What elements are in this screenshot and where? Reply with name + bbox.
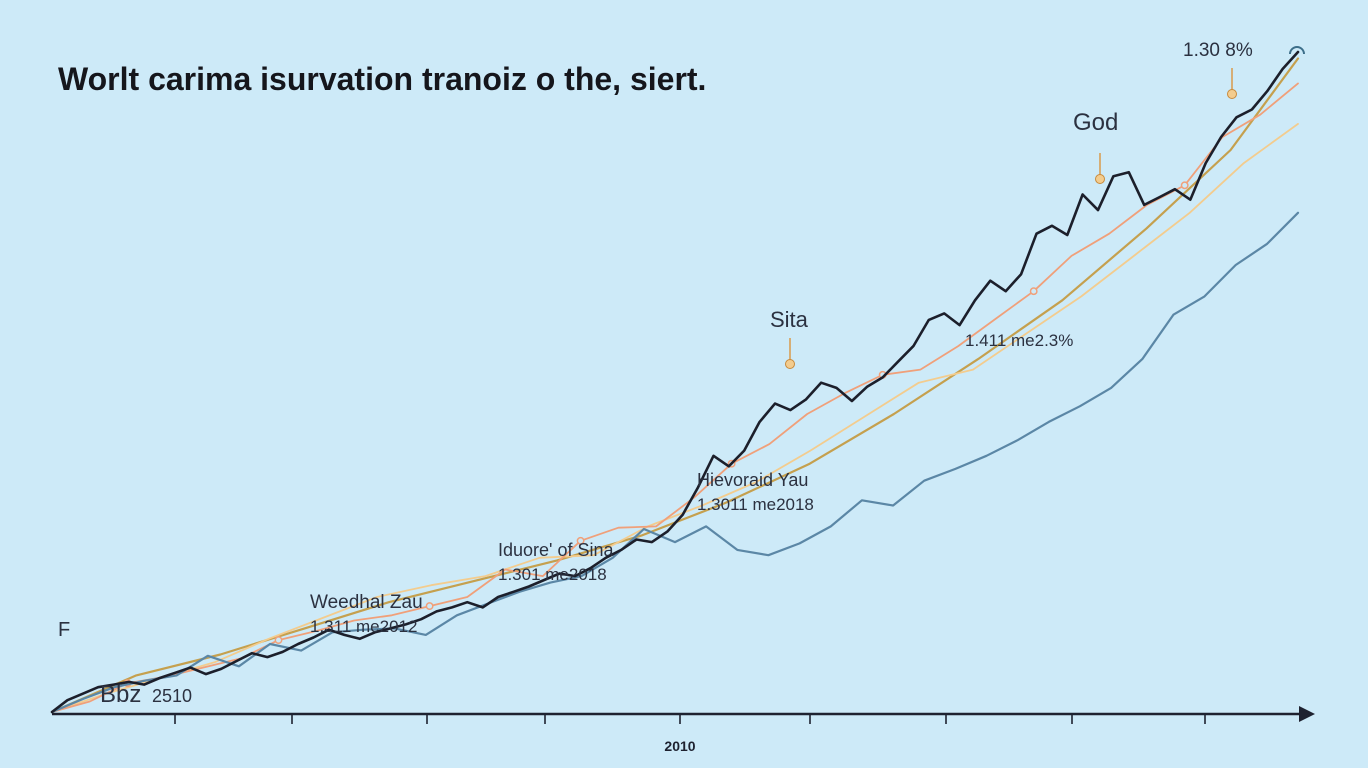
series-point (576, 536, 585, 545)
arc-icon (1289, 46, 1305, 55)
series-line-5 (50, 57, 1300, 714)
annotation-label: Hievoraid Yau (697, 470, 808, 490)
annotation-label: Weedhal Zau (310, 592, 423, 613)
series-line-1 (50, 50, 1300, 714)
series-point (425, 602, 434, 611)
annotation-value: 1.411 me2.3% (965, 331, 1073, 350)
annotation-layer: Bbz 2510 Weedhal Zau 1.311 me2012 Iduore' of… (100, 40, 1305, 708)
x-axis-arrow-icon (1299, 706, 1315, 722)
annotation-value: 1.311 me2012 (310, 617, 417, 636)
annotation-label: Bbz (100, 681, 141, 708)
pin-marker-icon (1227, 68, 1237, 99)
series-line-4 (51, 123, 1299, 713)
annotation-value: 1.30 8% (1183, 40, 1253, 61)
annotation-value: 1.3011 me2018 (697, 495, 814, 514)
pin-marker-icon (785, 338, 795, 369)
annotation-label: Iduore' of Sina (498, 540, 615, 560)
chart-title: Worlt carima isurvation tranoiz o the, s… (58, 61, 706, 97)
series-point (1029, 287, 1038, 296)
annotation-label: God (1073, 109, 1118, 136)
annotation-value: 1.301 me2018 (498, 565, 607, 584)
tick-layer: 2010 (174, 714, 1206, 754)
pin-marker-icon (1095, 153, 1105, 184)
series-line-2 (50, 211, 1300, 714)
series-layer (50, 50, 1300, 714)
annotation-label: Sita (770, 307, 809, 332)
series-point (1180, 181, 1189, 190)
annotation-value: 2510 (152, 686, 192, 706)
x-tick-label: 2010 (664, 738, 695, 754)
y-axis-glyph: F (58, 619, 70, 641)
series-line-3 (51, 82, 1299, 713)
series-point (274, 636, 283, 645)
